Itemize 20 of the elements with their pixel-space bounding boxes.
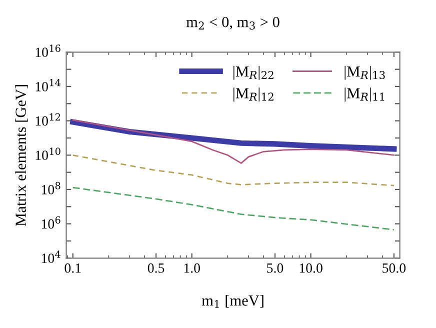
y-tick-label: 10$^{8}$ [42, 182, 60, 194]
x-tick-label: 50.0 [382, 263, 406, 273]
legend-label: |M$_{R}$|$_{11}$ [344, 88, 384, 102]
y-tick-label: 10$^{6}$ [42, 216, 60, 229]
x-tick-label: 0.1 [64, 263, 81, 273]
x-tick-label: 10.0 [300, 263, 322, 273]
y-tick-label: 10$^{14}$ [36, 78, 61, 92]
legend-label: |M$_{R}$|$_{22}$ [234, 66, 274, 80]
y-tick-label: 10$^{12}$ [36, 113, 60, 126]
legend-label: |M$_{R}$|$_{12}$ [234, 88, 274, 102]
y-tick-label: 10$^{4}$ [42, 250, 60, 263]
x-tick-label: 5.0 [267, 263, 284, 273]
y-tick-label: 10$^{16}$ [36, 44, 60, 58]
y-axis-title: Matrix elements [GeV] [15, 85, 28, 226]
x-tick-label: 0.5 [148, 263, 164, 273]
x-axis-title: m$_{1}$ [meV] [202, 294, 264, 308]
y-tick-label: 10$^{10}$ [36, 148, 60, 160]
x-tick-label: 1.0 [184, 263, 200, 273]
legend-label: |M$_{R}$|$_{13}$ [344, 66, 385, 80]
chart-title: m$_{2}$ < 0, m$_{3}$ > 0 [186, 16, 280, 30]
